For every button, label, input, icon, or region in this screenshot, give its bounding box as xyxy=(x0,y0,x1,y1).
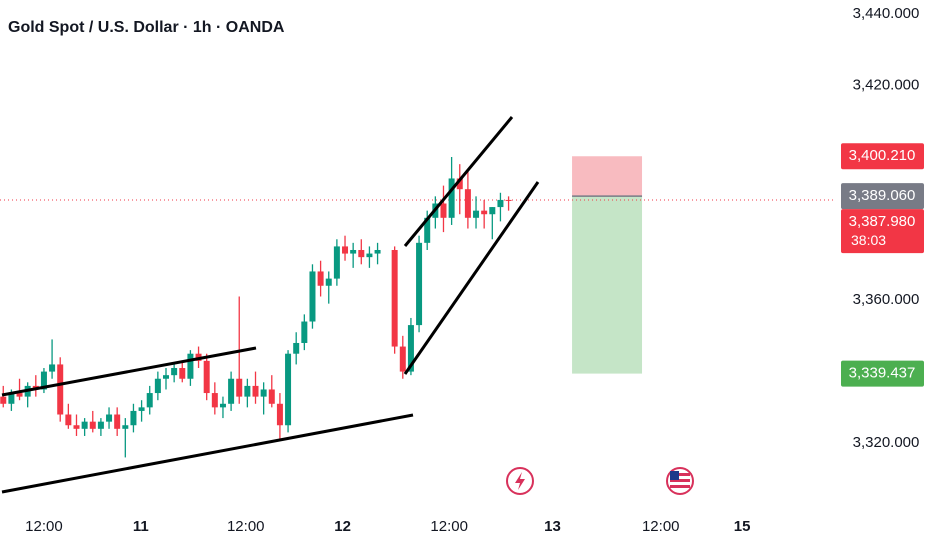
trend-line xyxy=(1,413,414,494)
candle-body xyxy=(89,421,96,429)
candle-body xyxy=(57,364,64,415)
candle-body xyxy=(399,346,406,372)
candle-body xyxy=(333,246,340,279)
flag-stripe xyxy=(670,485,690,488)
event-icon[interactable] xyxy=(506,467,534,495)
candle-body xyxy=(203,360,210,394)
x-tick-label: 12:00 xyxy=(227,518,265,535)
candle-body xyxy=(219,403,226,408)
candle-body xyxy=(236,378,243,397)
candle-body xyxy=(40,371,47,390)
candle-body xyxy=(97,421,104,429)
candle-body xyxy=(65,414,72,426)
price-badge-label: 3,400.210 xyxy=(849,147,916,164)
candle-body xyxy=(244,385,251,397)
candle-body xyxy=(0,396,7,404)
candle-body xyxy=(8,393,15,404)
candle-body xyxy=(342,246,349,254)
price-badge xyxy=(841,360,924,387)
countdown: 38:03 xyxy=(851,232,886,248)
candle-body xyxy=(16,393,23,397)
candle-body xyxy=(49,364,56,372)
price-badge xyxy=(841,143,924,170)
x-tick-label: 11 xyxy=(133,518,149,535)
candle-body xyxy=(489,207,496,215)
candle-body xyxy=(154,378,161,394)
candle-body xyxy=(473,210,480,218)
x-tick-label: 15 xyxy=(734,518,751,535)
target-zone xyxy=(572,196,643,374)
candle-body xyxy=(325,278,332,286)
x-tick-label: 12 xyxy=(334,518,351,535)
x-tick-label: 12:00 xyxy=(430,518,468,535)
candle-body xyxy=(293,342,300,354)
candle-body xyxy=(456,178,463,190)
candle-body xyxy=(358,249,365,258)
candle-body xyxy=(81,421,88,429)
candle-body xyxy=(505,199,512,201)
candle-body xyxy=(179,368,186,379)
y-tick-label: 3,420.000 xyxy=(853,76,920,93)
candle-body xyxy=(268,389,275,404)
y-tick-label: 3,360.000 xyxy=(853,291,920,308)
candle-body xyxy=(309,271,316,322)
flag-canton xyxy=(670,471,679,480)
candle-body xyxy=(416,242,423,326)
candle-body xyxy=(424,217,431,243)
candle-body xyxy=(440,203,447,218)
y-tick-label: 3,440.000 xyxy=(853,5,920,22)
candle-body xyxy=(350,249,357,254)
candle-body xyxy=(146,393,153,408)
candle-body xyxy=(464,189,471,218)
candle-body xyxy=(163,375,169,379)
flag-icon[interactable] xyxy=(666,467,694,495)
trend-line xyxy=(403,116,514,247)
price-badge-label: 3,387.980 xyxy=(849,213,916,230)
x-tick-label: 12:00 xyxy=(25,518,63,535)
plot-area xyxy=(0,156,836,458)
candle-body xyxy=(252,385,259,397)
candle-body xyxy=(285,353,292,426)
trend-line xyxy=(403,181,540,375)
candle-body xyxy=(73,425,80,429)
candle-body xyxy=(276,403,283,426)
candle-body xyxy=(122,425,129,429)
candle-body xyxy=(211,393,218,408)
candle-body xyxy=(260,389,267,397)
candle-body xyxy=(481,210,488,215)
x-tick-label: 13 xyxy=(544,518,561,535)
chart-title: Gold Spot / U.S. Dollar · 1h · OANDA xyxy=(8,19,285,36)
candle-body xyxy=(228,378,235,404)
candle-body xyxy=(130,410,137,426)
candle-body xyxy=(187,353,194,379)
candle-body xyxy=(106,414,113,422)
flag-stripe xyxy=(670,473,690,476)
candle-body xyxy=(366,253,373,258)
flag-stripe xyxy=(670,479,690,482)
price-badge xyxy=(841,209,924,254)
candle-body xyxy=(317,271,324,286)
candle-body xyxy=(448,178,455,218)
price-badge xyxy=(841,183,924,210)
candle-body xyxy=(497,199,504,208)
trend-line xyxy=(1,346,257,397)
candle-body xyxy=(407,325,414,372)
price-badge-label: 3,339.437 xyxy=(849,365,916,382)
y-tick-label: 3,320.000 xyxy=(853,434,920,451)
price-badge-label: 3,389.060 xyxy=(849,187,916,204)
candle-body xyxy=(374,249,381,254)
lightning xyxy=(515,472,525,490)
candle-body xyxy=(114,414,121,429)
candle-body xyxy=(301,321,308,343)
stop-zone xyxy=(572,156,643,197)
candle-body xyxy=(391,249,398,347)
candle-body xyxy=(171,368,178,376)
candle-body xyxy=(138,407,145,411)
x-tick-label: 12:00 xyxy=(642,518,680,535)
